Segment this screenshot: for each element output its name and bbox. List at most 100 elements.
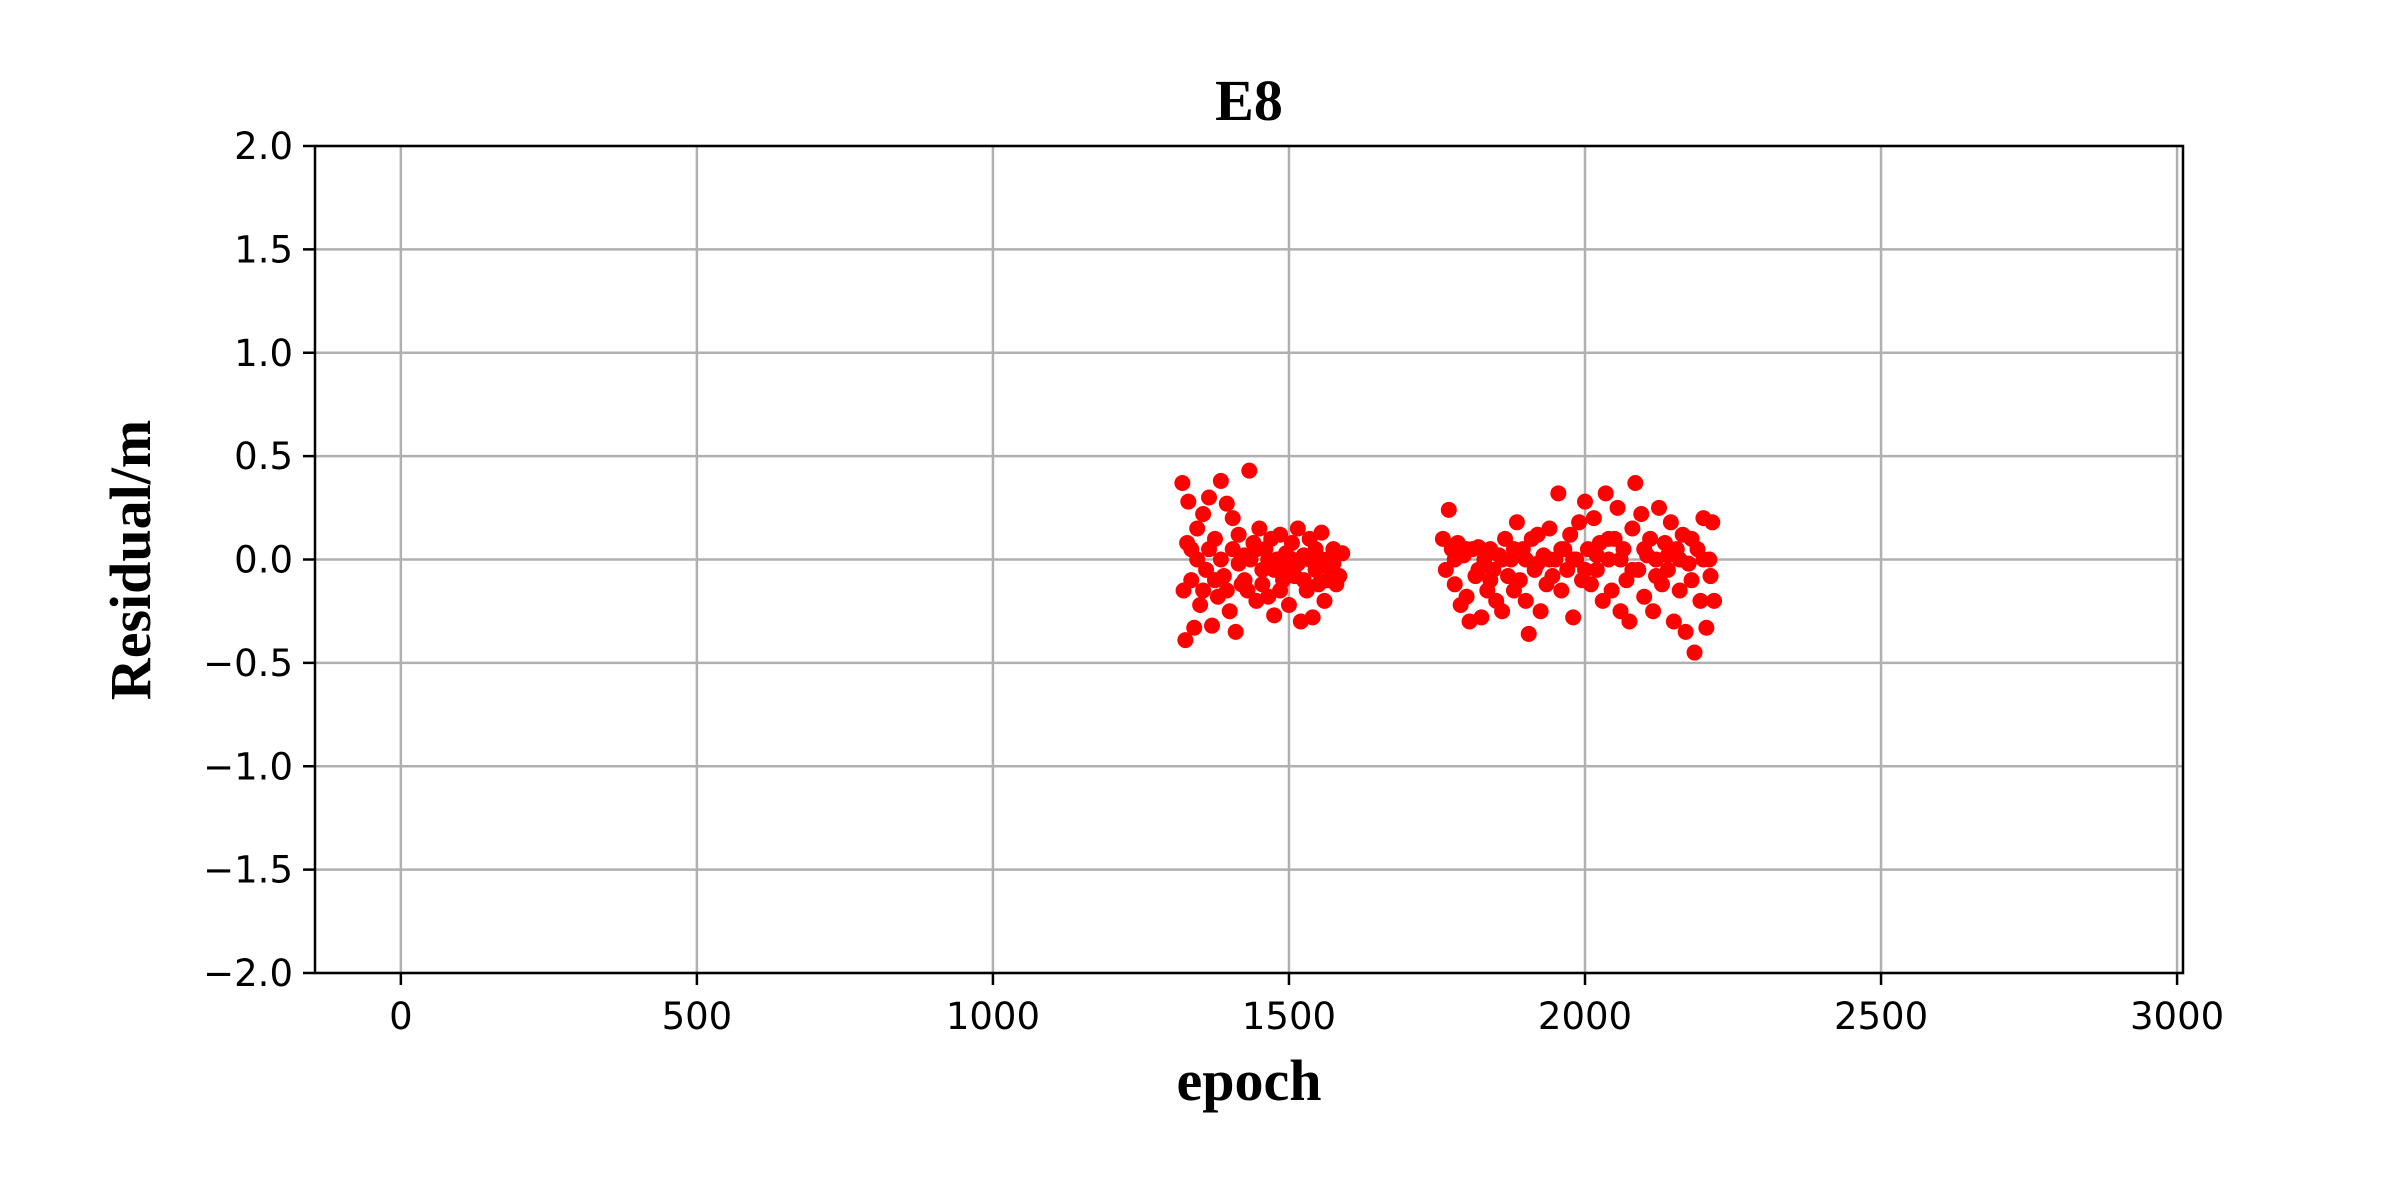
data-point [1254, 576, 1271, 593]
data-point [1180, 493, 1197, 510]
data-point [1179, 534, 1196, 551]
data-point [1201, 489, 1218, 506]
data-point [1203, 617, 1220, 634]
y-tick-label: 2.0 [234, 125, 293, 168]
data-point [1544, 568, 1561, 585]
data-point [1636, 541, 1653, 558]
data-point [1189, 551, 1206, 568]
y-tick-label: −1.5 [203, 849, 293, 892]
data-point [1665, 613, 1682, 630]
data-point [1517, 592, 1534, 609]
data-point [1585, 510, 1602, 527]
data-point [1319, 572, 1336, 589]
data-point [1212, 472, 1229, 489]
data-point [1704, 514, 1721, 531]
data-point [1227, 623, 1244, 640]
data-point [1656, 534, 1673, 551]
grid [315, 144, 2183, 975]
data-point [1446, 576, 1463, 593]
data-point [1224, 510, 1241, 527]
data-point [1702, 568, 1719, 585]
data-point [1206, 572, 1223, 589]
data-point [1283, 534, 1300, 551]
data-point [1505, 541, 1522, 558]
data-point [1183, 572, 1200, 589]
x-tick-label: 3000 [2130, 995, 2224, 1038]
y-tick-label: 1.5 [234, 228, 293, 271]
data-points [1174, 462, 1723, 661]
data-point [1686, 644, 1703, 661]
data-point [1221, 603, 1238, 620]
data-point [1621, 613, 1638, 630]
data-point [1588, 547, 1605, 564]
data-point [1189, 520, 1206, 537]
data-point [1532, 603, 1549, 620]
data-point [1553, 541, 1570, 558]
x-tick-label: 1000 [946, 995, 1040, 1038]
data-point [1597, 485, 1614, 502]
data-point [1609, 499, 1626, 516]
data-point [1683, 572, 1700, 589]
data-point [1582, 576, 1599, 593]
data-point [1636, 588, 1653, 605]
data-point [1706, 592, 1723, 609]
x-tick-label: 500 [662, 995, 733, 1038]
x-tick-label: 0 [389, 995, 413, 1038]
data-point [1195, 582, 1212, 599]
x-tick-label: 1500 [1242, 995, 1336, 1038]
data-point [1266, 607, 1283, 624]
data-point [1565, 551, 1582, 568]
data-point [1494, 551, 1511, 568]
data-point [1600, 530, 1617, 547]
data-point [1571, 514, 1588, 531]
data-point [1272, 582, 1289, 599]
x-tick-label: 2500 [1834, 995, 1928, 1038]
data-point [1541, 520, 1558, 537]
data-point [1440, 501, 1457, 518]
data-point [1612, 551, 1629, 568]
data-point [1529, 526, 1546, 543]
data-point [1695, 551, 1712, 568]
data-point [1553, 582, 1570, 599]
data-point [1677, 623, 1694, 640]
data-point [1577, 561, 1594, 578]
data-point [1192, 596, 1209, 613]
data-point [1671, 551, 1688, 568]
data-point [1295, 572, 1312, 589]
data-point [1195, 506, 1212, 523]
data-point [1662, 514, 1679, 531]
data-point [1224, 541, 1241, 558]
data-point [1212, 551, 1229, 568]
data-point [1458, 541, 1475, 558]
y-axis-label: Residual/m [98, 420, 163, 700]
y-tick-label: 0.0 [234, 539, 293, 582]
data-point [1260, 588, 1277, 605]
data-point [1241, 462, 1258, 479]
data-point [1659, 561, 1676, 578]
y-tick-label: 0.5 [234, 435, 293, 478]
data-point [1692, 592, 1709, 609]
data-point [1325, 555, 1342, 572]
data-point [1645, 603, 1662, 620]
chart-title: E8 [1215, 68, 1283, 133]
data-point [1671, 582, 1688, 599]
data-point [1458, 588, 1475, 605]
data-point [1541, 551, 1558, 568]
data-point [1304, 609, 1321, 626]
data-point [1651, 499, 1668, 516]
data-point [1577, 493, 1594, 510]
data-point [1624, 561, 1641, 578]
data-point [1482, 572, 1499, 589]
data-point [1633, 506, 1650, 523]
data-point [1230, 526, 1247, 543]
data-point [1218, 582, 1235, 599]
data-point [1313, 524, 1330, 541]
data-point [1470, 561, 1487, 578]
data-point [1201, 541, 1218, 558]
data-point [1218, 495, 1235, 512]
x-tick-label: 2000 [1538, 995, 1632, 1038]
data-point [1473, 609, 1490, 626]
data-point [1446, 551, 1463, 568]
data-point [1550, 485, 1567, 502]
y-tick-label: −2.0 [203, 952, 293, 995]
